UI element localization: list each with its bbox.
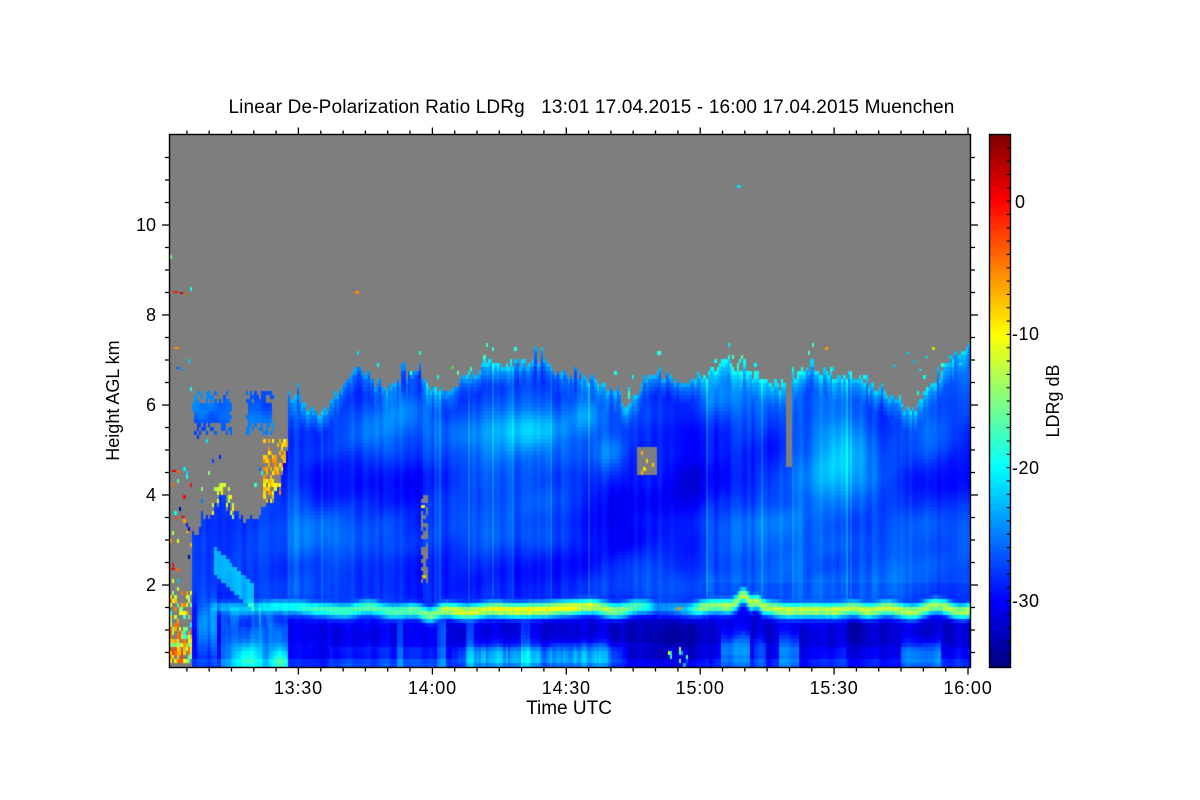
svg-text:15:30: 15:30 <box>810 678 859 698</box>
svg-text:8: 8 <box>146 305 156 325</box>
svg-text:-10: -10 <box>1012 324 1040 344</box>
svg-text:14:00: 14:00 <box>408 678 457 698</box>
svg-text:10: 10 <box>136 215 156 235</box>
svg-text:2: 2 <box>146 575 156 595</box>
svg-text:-20: -20 <box>1012 458 1040 478</box>
svg-text:LDRg dB: LDRg dB <box>1043 364 1063 437</box>
svg-text:6: 6 <box>146 395 156 415</box>
svg-text:13:30: 13:30 <box>274 678 323 698</box>
svg-text:14:30: 14:30 <box>542 678 591 698</box>
svg-text:Time UTC: Time UTC <box>526 698 612 719</box>
svg-text:Height AGL km: Height AGL km <box>103 340 123 460</box>
svg-text:16:00: 16:00 <box>943 678 992 698</box>
svg-text:0: 0 <box>1015 192 1026 212</box>
svg-text:-30: -30 <box>1012 591 1040 611</box>
svg-text:15:00: 15:00 <box>676 678 725 698</box>
svg-text:4: 4 <box>146 485 156 505</box>
